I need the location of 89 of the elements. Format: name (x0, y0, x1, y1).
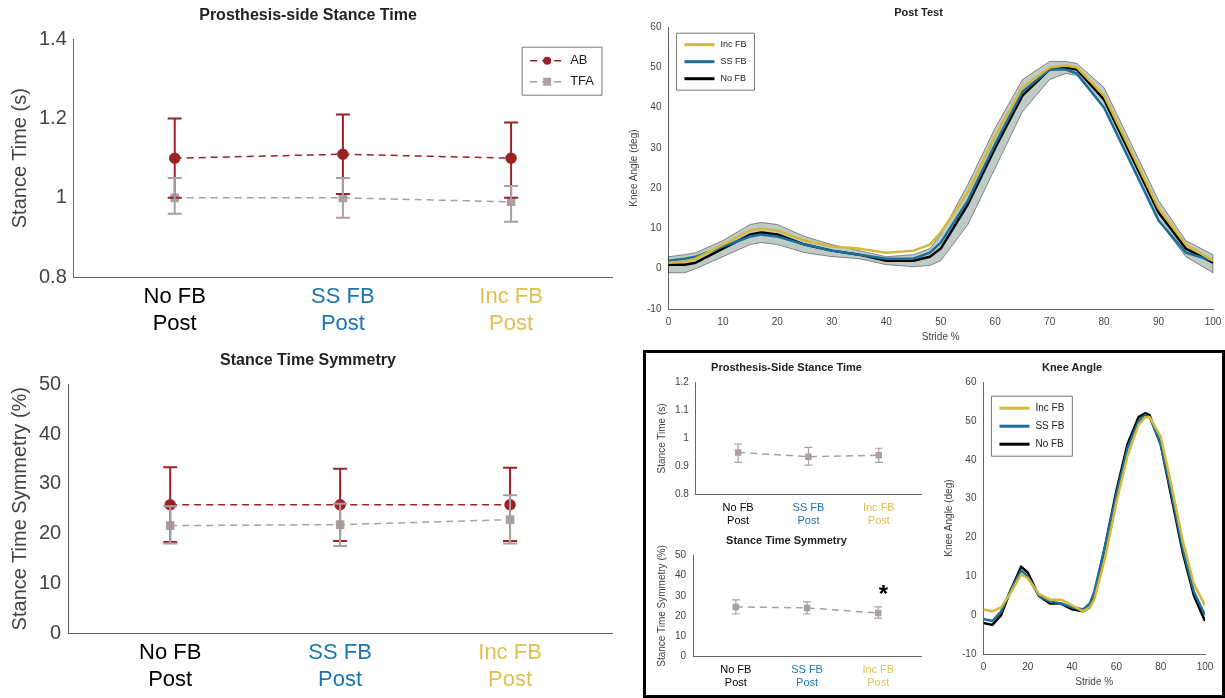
annotation: * (878, 580, 889, 608)
x-tick-label: 60 (989, 315, 1002, 327)
y-axis-title: Stance Time Symmetry (%) (655, 545, 667, 667)
x-tick-label: 20 (1022, 660, 1034, 672)
x-tick-label: 10 (717, 315, 729, 327)
x-tick-label: Inc FB Post (478, 639, 542, 691)
chart-title: Knee Angle (1041, 360, 1103, 373)
x-tick-label: SS FB Post (792, 501, 825, 527)
x-tick-label: 60 (1110, 660, 1123, 672)
x-tick-label: 80 (1155, 660, 1167, 672)
legend-label: SS FB (1035, 419, 1065, 431)
y-tick-label: 10 (675, 630, 687, 642)
x-tick-label: 40 (880, 315, 893, 327)
y-tick-label: 40 (965, 453, 977, 465)
y-tick-label: 40 (650, 101, 662, 113)
legend-label: No FB (720, 73, 746, 84)
y-tick-label: 50 (650, 61, 662, 73)
x-tick-label: Inc FB Post (862, 663, 895, 689)
y-tick-label: 30 (650, 141, 662, 153)
y-tick-label: 20 (650, 181, 662, 193)
legend-label: Inc FB (720, 39, 747, 50)
chart-title: Post Test (894, 5, 944, 18)
x-tick-label: 70 (1044, 315, 1056, 327)
x-tick-label: 100 (1204, 315, 1222, 327)
legend-label: Inc FB (1035, 401, 1065, 413)
x-tick-label: 50 (935, 315, 947, 327)
x-axis-title: Stride % (1075, 675, 1114, 687)
legend-label: No FB (1035, 437, 1065, 449)
y-tick-label: 10 (650, 222, 662, 234)
x-tick-label: SS FB Post (308, 639, 372, 691)
y-tick-label: 1 (55, 185, 67, 208)
y-tick-label: 0 (655, 262, 662, 274)
y-tick-label: 1.2 (675, 375, 690, 387)
y-tick-label: 20 (39, 521, 62, 544)
y-tick-label: 30 (965, 492, 977, 504)
y-tick-label: 0.8 (38, 264, 67, 287)
x-tick-label: No FB Post (143, 283, 206, 335)
x-tick-label: SS FB Post (791, 663, 823, 689)
x-tick-label: 30 (826, 315, 838, 327)
y-axis-title: Stance Time (s) (655, 403, 667, 474)
x-tick-label: 90 (1152, 315, 1165, 327)
y-tick-label: 40 (675, 569, 687, 581)
y-tick-label: -10 (647, 302, 662, 314)
legend-label: TFA (570, 73, 595, 89)
y-tick-label: -10 (962, 647, 977, 659)
x-tick-label: 80 (1098, 315, 1111, 327)
x-tick-label: No FB Post (722, 501, 754, 527)
y-tick-label: 30 (39, 471, 62, 494)
y-tick-label: 0.9 (675, 460, 690, 472)
y-tick-label: 1.1 (675, 404, 690, 416)
y-tick-label: 1.4 (38, 26, 67, 49)
x-tick-label: 40 (1066, 660, 1079, 672)
x-tick-label: 100 (1196, 660, 1214, 672)
x-axis-title: Stride % (921, 330, 960, 342)
y-tick-label: 20 (675, 609, 687, 621)
y-tick-label: 0.8 (675, 488, 690, 500)
y-tick-label: 1 (683, 432, 690, 444)
y-axis-title: Knee Angle (deg) (942, 479, 954, 557)
y-tick-label: 1.2 (38, 106, 67, 129)
y-tick-label: 50 (39, 371, 62, 394)
y-tick-label: 10 (965, 570, 977, 582)
y-tick-label: 10 (39, 570, 62, 593)
x-tick-label: Inc FB Post (479, 283, 543, 335)
y-tick-label: 60 (965, 375, 977, 387)
y-tick-label: 0 (970, 608, 977, 620)
y-tick-label: 0 (50, 620, 62, 643)
y-tick-label: 60 (650, 20, 662, 32)
legend-label: AB (570, 52, 588, 68)
chart-title: Prosthesis-Side Stance Time (711, 360, 862, 373)
x-tick-label: 0 (980, 660, 987, 672)
x-tick-label: No FB Post (139, 639, 202, 691)
x-tick-label: No FB Post (720, 663, 752, 689)
y-tick-label: 30 (675, 589, 687, 601)
y-tick-label: 50 (675, 548, 687, 560)
y-tick-label: 0 (680, 650, 687, 662)
y-axis-title: Stance Time (s) (7, 88, 30, 229)
legend-label: SS FB (720, 56, 747, 67)
y-tick-label: 20 (965, 531, 977, 543)
chart-title: Stance Time Symmetry (726, 533, 848, 546)
y-tick-label: 40 (39, 421, 62, 444)
x-tick-label: Inc FB Post (862, 501, 895, 527)
y-tick-label: 50 (965, 414, 977, 426)
y-axis-title: Stance Time Symmetry (%) (7, 387, 30, 631)
x-tick-label: 20 (771, 315, 784, 327)
chart-title: Prosthesis-side Stance Time (199, 6, 417, 24)
x-tick-label: SS FB Post (311, 283, 375, 335)
x-tick-label: 0 (665, 315, 672, 327)
y-axis-title: Knee Angle (deg) (627, 129, 639, 207)
chart-title: Stance Time Symmetry (220, 351, 396, 369)
